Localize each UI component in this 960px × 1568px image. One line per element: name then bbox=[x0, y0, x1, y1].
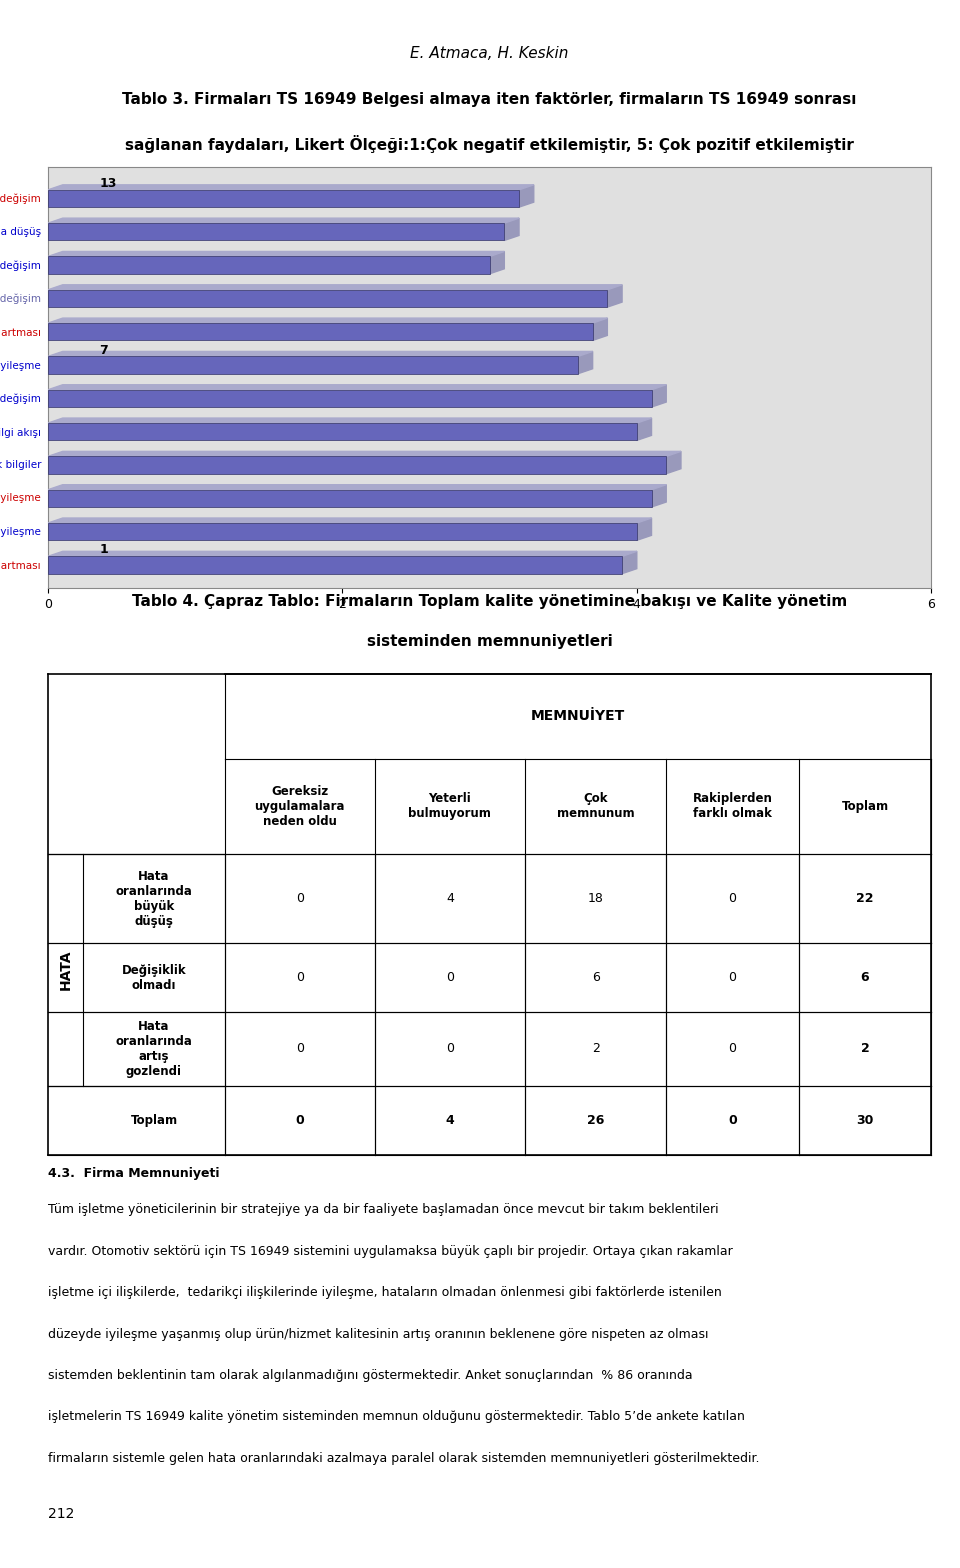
Polygon shape bbox=[48, 185, 534, 190]
Polygon shape bbox=[636, 517, 652, 541]
Text: 2: 2 bbox=[591, 1043, 600, 1055]
Polygon shape bbox=[48, 419, 652, 423]
Text: MEMNUİYET: MEMNUİYET bbox=[531, 709, 625, 723]
Text: İşletme prestiji artması: İşletme prestiji artması bbox=[0, 560, 41, 571]
Text: işletmelerin TS 16949 kalite yönetim sisteminden memnun olduğunu göstermektedir.: işletmelerin TS 16949 kalite yönetim sis… bbox=[48, 1410, 745, 1424]
Text: firmaların sistemle gelen hata oranlarındaki azalmaya paralel olarak sistemden m: firmaların sistemle gelen hata oranların… bbox=[48, 1452, 759, 1465]
Text: 6: 6 bbox=[591, 971, 600, 985]
Text: İşletme içi ilişkilerde iyileşme: İşletme içi ilişkilerde iyileşme bbox=[0, 359, 41, 372]
Polygon shape bbox=[48, 318, 608, 323]
Text: 22: 22 bbox=[856, 892, 874, 905]
Bar bbox=[48, 323, 592, 340]
Bar bbox=[48, 257, 490, 274]
Polygon shape bbox=[666, 452, 681, 474]
Bar bbox=[48, 390, 652, 408]
Polygon shape bbox=[519, 185, 534, 207]
Text: 0: 0 bbox=[296, 892, 303, 905]
Polygon shape bbox=[48, 552, 636, 557]
Text: Çok
memnunum: Çok memnunum bbox=[557, 792, 635, 820]
Text: 18: 18 bbox=[588, 892, 604, 905]
Bar bbox=[48, 557, 622, 574]
Text: işletme içi ilişkilerde,  tedarikçi ilişkilerinde iyileşme, hataların olmadan ön: işletme içi ilişkilerde, tedarikçi ilişk… bbox=[48, 1286, 722, 1300]
Text: E. Atmaca, H. Keskin: E. Atmaca, H. Keskin bbox=[411, 47, 568, 61]
Polygon shape bbox=[48, 384, 666, 390]
Text: 1: 1 bbox=[100, 544, 108, 557]
Text: sağlanan faydaları, Likert Ölçeği:1:Çok negatif etkilemiştir, 5: Çok pozitif etk: sağlanan faydaları, Likert Ölçeği:1:Çok … bbox=[125, 135, 854, 154]
Text: Tablo 3. Firmaları TS 16949 Belgesi almaya iten faktörler, firmaların TS 16949 s: Tablo 3. Firmaları TS 16949 Belgesi alma… bbox=[123, 91, 856, 107]
Text: Tüm işletme yöneticilerinin bir stratejiye ya da bir faaliyete başlamadan önce m: Tüm işletme yöneticilerinin bir strateji… bbox=[48, 1203, 719, 1217]
Polygon shape bbox=[578, 351, 592, 373]
Text: 0: 0 bbox=[729, 1043, 736, 1055]
Text: Müşteri ilişkilerinde iyileşme: Müşteri ilişkilerinde iyileşme bbox=[0, 527, 41, 536]
Text: vardır. Otomotiv sektörü için TS 16949 sistemini uygulamaksa büyük çaplı bir pro: vardır. Otomotiv sektörü için TS 16949 s… bbox=[48, 1245, 732, 1258]
Bar bbox=[48, 223, 504, 240]
Text: düzeyde iyileşme yaşanmış olup ürün/hizmet kalitesinin artış oranının beklenene : düzeyde iyileşme yaşanmış olup ürün/hizm… bbox=[48, 1328, 708, 1341]
Text: 0: 0 bbox=[729, 892, 736, 905]
Text: 0: 0 bbox=[445, 1043, 454, 1055]
Text: 0: 0 bbox=[296, 971, 303, 985]
Text: 212: 212 bbox=[48, 1507, 74, 1521]
Text: 4: 4 bbox=[445, 1113, 454, 1127]
Text: 0: 0 bbox=[728, 1113, 737, 1127]
Polygon shape bbox=[48, 452, 681, 456]
Text: 0: 0 bbox=[729, 971, 736, 985]
Text: Değişiklik
olmadı: Değişiklik olmadı bbox=[122, 964, 186, 991]
Text: 0: 0 bbox=[445, 971, 454, 985]
Polygon shape bbox=[652, 384, 666, 408]
Text: 13: 13 bbox=[100, 177, 117, 190]
Polygon shape bbox=[652, 485, 666, 506]
Text: 4: 4 bbox=[445, 892, 454, 905]
Text: 26: 26 bbox=[587, 1113, 604, 1127]
Polygon shape bbox=[48, 218, 519, 223]
Text: Toplam: Toplam bbox=[841, 800, 889, 812]
Text: 7: 7 bbox=[100, 343, 108, 356]
Polygon shape bbox=[608, 285, 622, 307]
Bar bbox=[48, 423, 636, 441]
Text: Personelin iş performansı ve motivasyonunda değişim: Personelin iş performansı ve motivasyonu… bbox=[0, 293, 41, 304]
Polygon shape bbox=[504, 218, 519, 240]
Text: Kayıtlar ve izlenebilirliğin sağlanmasında geriye dönük bilgiler: Kayıtlar ve izlenebilirliğin sağlanmasın… bbox=[0, 459, 41, 470]
Text: 0: 0 bbox=[296, 1043, 303, 1055]
Text: Rakiplerden
farklı olmak: Rakiplerden farklı olmak bbox=[692, 792, 773, 820]
Text: sisteminden memnuniyetleri: sisteminden memnuniyetleri bbox=[367, 633, 612, 649]
Text: Hata
oranlarında
büyük
düşüş: Hata oranlarında büyük düşüş bbox=[115, 870, 192, 928]
Text: Yeni ürün geliştirmede iyileşme: Yeni ürün geliştirmede iyileşme bbox=[0, 494, 41, 503]
Text: Tablo 4. Çapraz Tablo: Firmaların Toplam kalite yönetimine bakışı ve Kalite yöne: Tablo 4. Çapraz Tablo: Firmaların Toplam… bbox=[132, 594, 848, 608]
Bar bbox=[48, 190, 519, 207]
Polygon shape bbox=[48, 285, 622, 290]
Text: İşletmenin Bilgi akışı: İşletmenin Bilgi akışı bbox=[0, 426, 41, 437]
Text: HATA: HATA bbox=[59, 950, 73, 989]
Text: 0: 0 bbox=[296, 1113, 304, 1127]
Text: Müşteri  şikayetlerinde değişim: Müşteri şikayetlerinde değişim bbox=[0, 193, 41, 204]
Text: Hata oranlarında düşüş: Hata oranlarında düşüş bbox=[0, 227, 41, 237]
Bar bbox=[48, 456, 666, 474]
Polygon shape bbox=[48, 251, 504, 257]
Polygon shape bbox=[490, 251, 504, 274]
Bar bbox=[48, 524, 636, 541]
Polygon shape bbox=[636, 419, 652, 441]
Bar bbox=[48, 356, 578, 373]
Polygon shape bbox=[592, 318, 608, 340]
Bar bbox=[48, 489, 652, 506]
Polygon shape bbox=[48, 351, 592, 356]
Polygon shape bbox=[48, 485, 666, 489]
Text: Gereksiz
uygulamalara
neden oldu: Gereksiz uygulamalara neden oldu bbox=[254, 784, 345, 828]
Text: 30: 30 bbox=[856, 1113, 874, 1127]
Text: Hata
oranlarında
artış
gozlendi: Hata oranlarında artış gozlendi bbox=[115, 1021, 192, 1077]
Text: Yeterli
bulmuyorum: Yeterli bulmuyorum bbox=[408, 792, 492, 820]
Text: 4.3.  Firma Memnuniyeti: 4.3. Firma Memnuniyeti bbox=[48, 1167, 220, 1181]
Polygon shape bbox=[48, 517, 652, 524]
Text: Ürünü elde etme maliyetlerinde değişim: Ürünü elde etme maliyetlerinde değişim bbox=[0, 259, 41, 271]
Bar bbox=[48, 290, 608, 307]
Text: 6: 6 bbox=[861, 971, 869, 985]
Text: İşletmenin satışlarında Pazarpayının artması: İşletmenin satışlarında Pazarpayının art… bbox=[0, 326, 41, 337]
Text: 2: 2 bbox=[860, 1043, 870, 1055]
Text: Belgelendirme Sonrası ürün Kalitesinde değişim: Belgelendirme Sonrası ürün Kalitesinde d… bbox=[0, 394, 41, 403]
Polygon shape bbox=[622, 552, 636, 574]
Text: sistemden beklentinin tam olarak algılanmadığını göstermektedir. Anket sonuçları: sistemden beklentinin tam olarak algılan… bbox=[48, 1369, 692, 1381]
Text: Toplam: Toplam bbox=[131, 1113, 178, 1127]
